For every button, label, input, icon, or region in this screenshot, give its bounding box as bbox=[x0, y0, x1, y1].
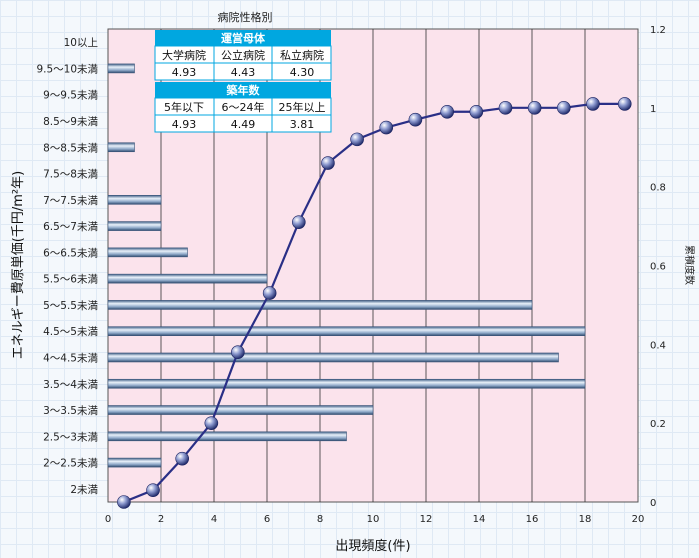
cumulative-point bbox=[469, 104, 484, 119]
bar bbox=[107, 273, 268, 284]
y2-tick-label: 0.6 bbox=[650, 262, 666, 273]
x-tick-label: 16 bbox=[526, 514, 539, 525]
x-axis-ticks: 0 2 4 6 8 10 12 14 16 18 20 bbox=[105, 514, 645, 525]
category-label: 2～2.5未満 bbox=[43, 458, 98, 470]
y2-axis-title: 累積度数 bbox=[683, 245, 696, 285]
bar bbox=[107, 195, 162, 205]
group2-label-2: 6～24年 bbox=[222, 100, 265, 114]
cumulative-point bbox=[291, 215, 306, 229]
bar bbox=[107, 300, 533, 310]
category-label: 5.5～6未満 bbox=[43, 274, 98, 286]
category-label: 8.5～9未満 bbox=[43, 116, 98, 128]
group1-header: 運営母体 bbox=[221, 31, 266, 45]
group1-label-1: 大学病院 bbox=[162, 48, 206, 62]
cumulative-point bbox=[350, 132, 364, 147]
category-label: 9.5～10未満 bbox=[36, 63, 98, 75]
inset-title: 病院性格別 bbox=[218, 10, 273, 24]
group1-header-bg bbox=[155, 30, 331, 46]
cumulative-point bbox=[617, 97, 632, 111]
category-label: 6～6.5未満 bbox=[43, 247, 98, 259]
x-axis-title: 出現頻度(件) bbox=[335, 538, 410, 554]
group1-label-2: 公立病院 bbox=[221, 48, 265, 62]
bar bbox=[107, 63, 135, 74]
group2-value-3: 3.81 bbox=[290, 118, 315, 131]
group2-header: 築年数 bbox=[226, 83, 261, 97]
y2-tick-label: 0.8 bbox=[650, 183, 666, 194]
x-tick-label: 20 bbox=[632, 514, 645, 525]
group1-value-1: 4.93 bbox=[172, 66, 197, 79]
category-labels: 2未満 2～2.5未満 2.5～3未満 3～3.5未満 3.5～4未満 4～4.5未満 4.… bbox=[36, 37, 98, 496]
category-label: 9～9.5未満 bbox=[43, 90, 98, 102]
category-label: 2.5～3未満 bbox=[43, 431, 98, 443]
y2-tick-label: 0.4 bbox=[650, 340, 666, 351]
cumulative-point bbox=[146, 483, 160, 497]
group1-label-3: 私立病院 bbox=[280, 48, 324, 62]
y2-tick-label: 1.2 bbox=[650, 25, 666, 36]
bar bbox=[107, 431, 347, 442]
cumulative-point bbox=[231, 345, 245, 360]
cumulative-point bbox=[379, 120, 394, 135]
cumulative-point bbox=[408, 112, 423, 127]
cumulative-line-series bbox=[117, 97, 632, 509]
group1-value-3: 4.30 bbox=[290, 66, 315, 79]
x-tick-label: 2 bbox=[158, 514, 164, 525]
bar-series bbox=[107, 63, 586, 468]
group1-value-2: 4.43 bbox=[231, 66, 256, 79]
x-tick-label: 10 bbox=[367, 514, 380, 525]
category-label: 5～5.5未満 bbox=[43, 300, 98, 312]
cumulative-point bbox=[527, 101, 542, 115]
group2-value-1: 4.93 bbox=[172, 118, 197, 131]
group2-label-3: 25年以上 bbox=[279, 100, 326, 114]
cumulative-point bbox=[204, 416, 219, 430]
bar bbox=[107, 405, 374, 415]
x-tick-label: 8 bbox=[317, 514, 323, 525]
category-label: 7～7.5未満 bbox=[43, 195, 98, 207]
bar bbox=[107, 221, 162, 231]
cumulative-point bbox=[440, 104, 455, 119]
bar bbox=[107, 378, 586, 389]
bar bbox=[107, 457, 162, 468]
cumulative-point bbox=[262, 286, 277, 300]
category-label: 10以上 bbox=[64, 37, 98, 49]
x-tick-label: 0 bbox=[105, 514, 111, 525]
bar bbox=[107, 247, 188, 258]
cumulative-point bbox=[556, 101, 571, 115]
cumulative-point bbox=[175, 451, 189, 466]
x-tick-label: 12 bbox=[420, 514, 433, 525]
bar bbox=[107, 142, 135, 153]
cumulative-point bbox=[117, 495, 131, 509]
category-label: 3～3.5未満 bbox=[43, 405, 98, 417]
category-label: 7.5～8未満 bbox=[43, 169, 98, 181]
cumulative-point bbox=[498, 101, 513, 115]
category-label: 6.5～7未満 bbox=[43, 221, 98, 233]
bar bbox=[107, 352, 559, 363]
x-tick-label: 6 bbox=[264, 514, 270, 525]
category-label: 8～8.5未満 bbox=[43, 142, 98, 154]
x-tick-label: 4 bbox=[211, 514, 217, 525]
cumulative-point bbox=[321, 156, 335, 170]
group2-header-bg bbox=[155, 82, 331, 98]
inset-table: 病院性格別 運営母体 大学病院 公立病院 私立病院 4.93 4.43 4.30… bbox=[154, 10, 332, 133]
cumulative-point bbox=[586, 97, 600, 111]
x-tick-label: 14 bbox=[473, 514, 486, 525]
category-label: 2未満 bbox=[70, 484, 98, 496]
group2-value-2: 4.49 bbox=[231, 118, 256, 131]
bar bbox=[107, 326, 586, 336]
category-label: 4.5～5未満 bbox=[43, 326, 98, 338]
y-axis-title: エネルギー費原単価(千円/m²年) bbox=[10, 171, 26, 359]
category-label: 3.5～4未満 bbox=[43, 379, 98, 391]
category-label: 4～4.5未満 bbox=[43, 352, 98, 364]
y2-axis-ticks: 0 0.2 0.4 0.6 0.8 1 1.2 bbox=[650, 25, 666, 509]
y2-tick-label: 0 bbox=[650, 498, 656, 509]
x-tick-label: 18 bbox=[579, 514, 592, 525]
group2-label-1: 5年以下 bbox=[164, 100, 204, 114]
y2-tick-label: 0.2 bbox=[650, 419, 666, 430]
y2-tick-label: 1 bbox=[650, 104, 656, 115]
